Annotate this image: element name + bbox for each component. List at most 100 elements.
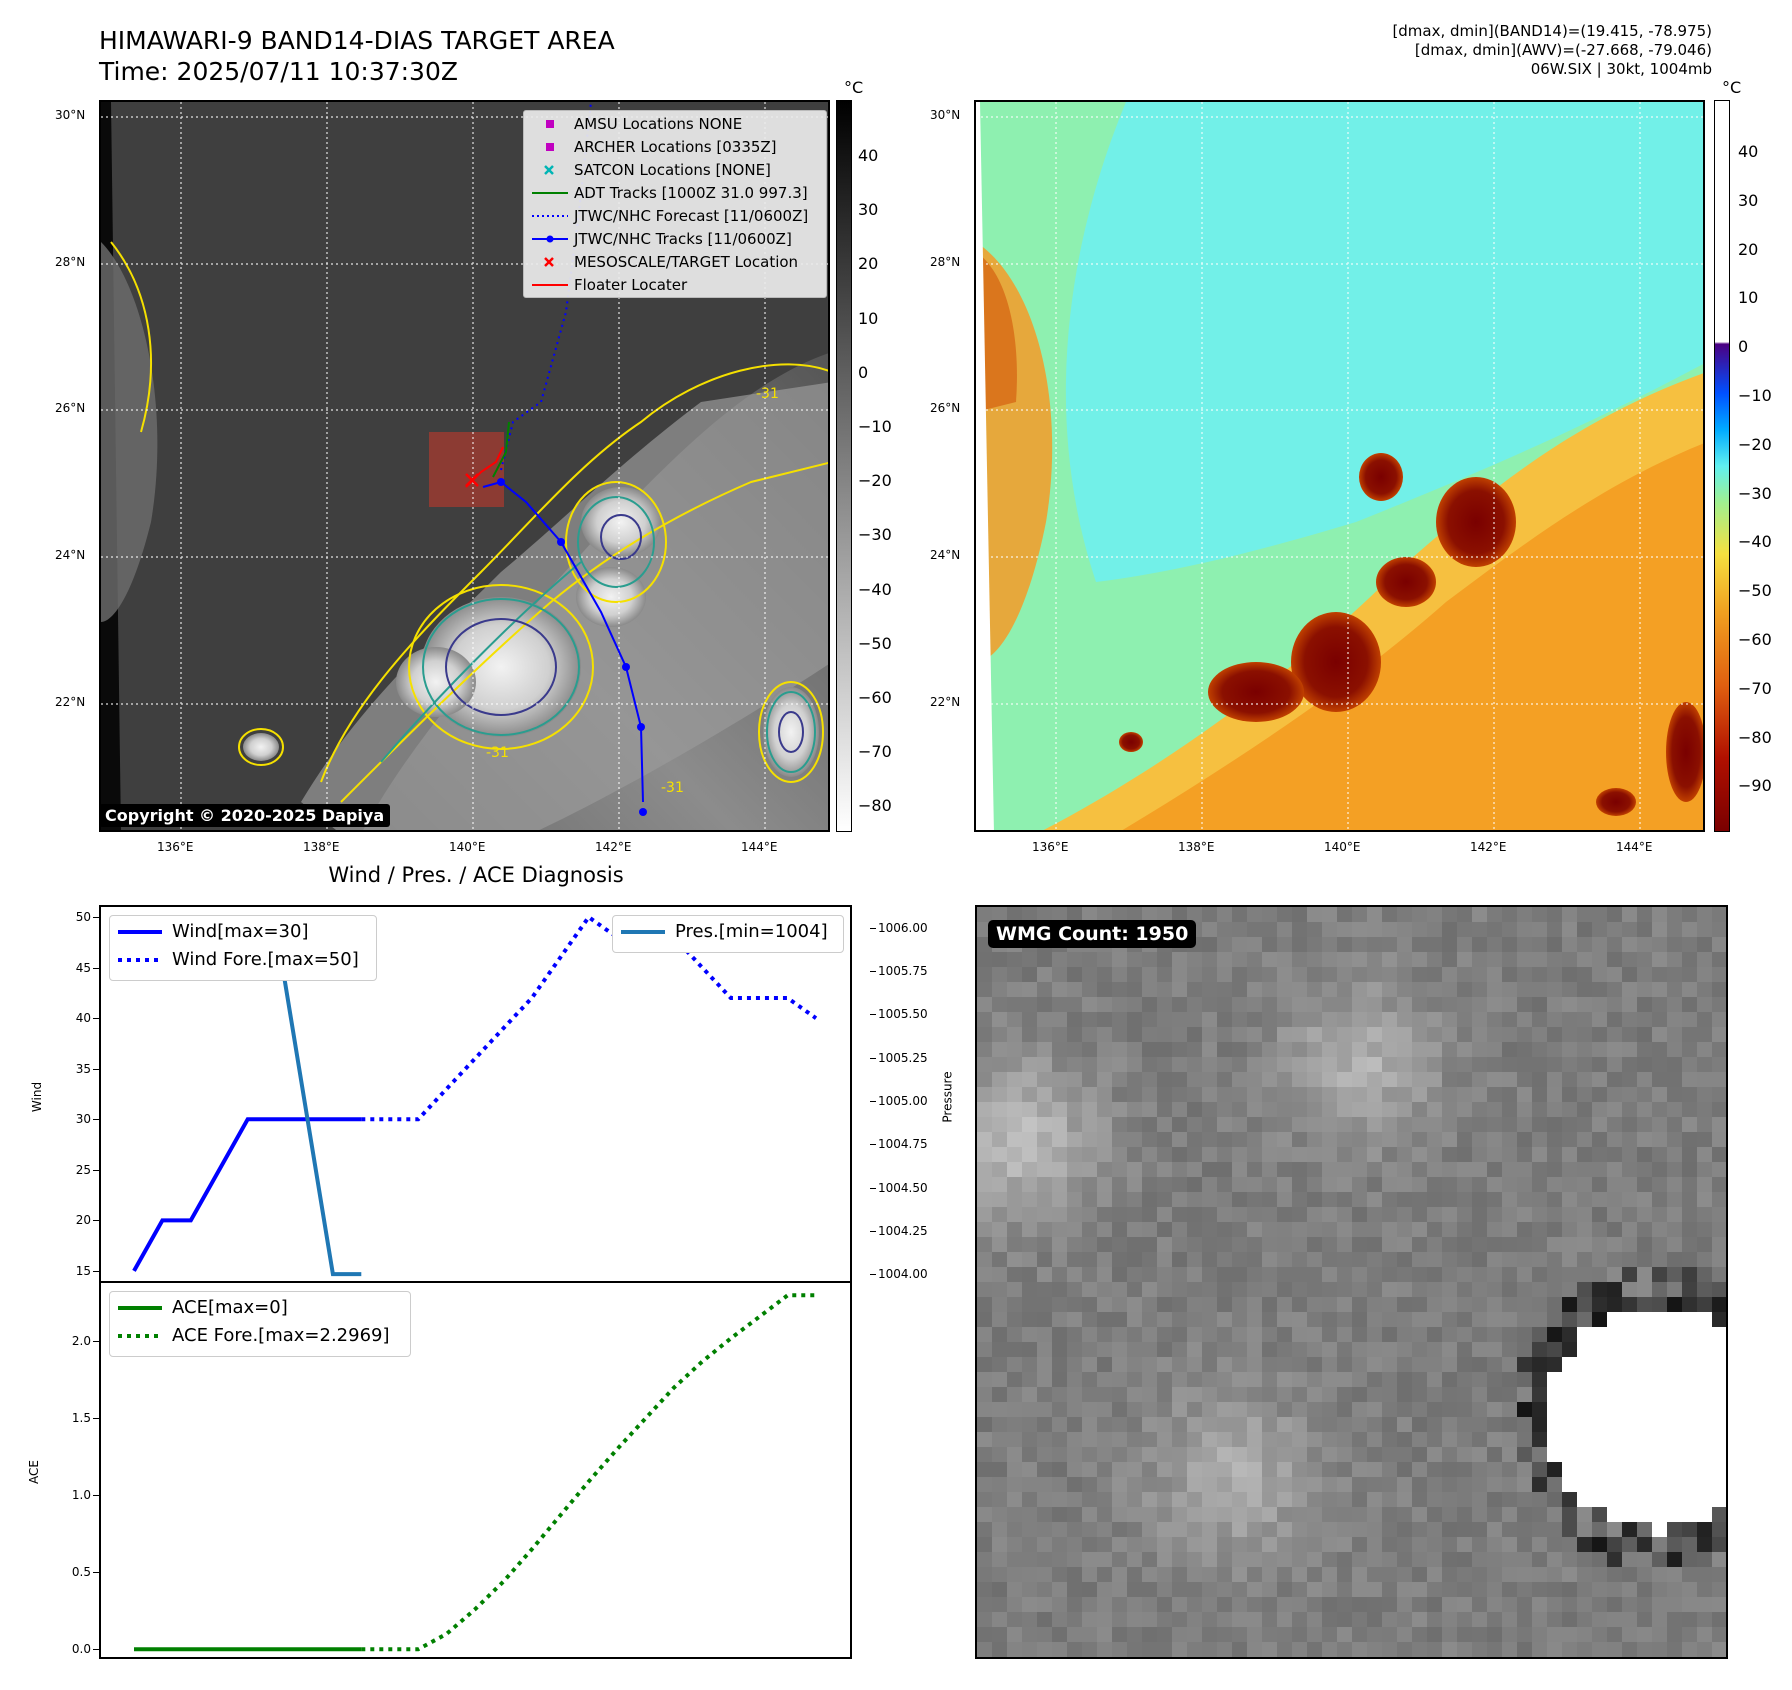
tick-mark	[93, 917, 99, 919]
wind-tick-label: 25	[75, 1162, 91, 1177]
awv-colorbar-tick: −10	[1738, 386, 1772, 405]
ir-colorbar-tick: 0	[858, 362, 869, 382]
pressure-tick-label: 1005.00	[878, 1093, 928, 1108]
lat-tick-label: 24°N	[55, 548, 86, 562]
figure-title: HIMAWARI-9 BAND14-DIAS TARGET AREA	[99, 26, 615, 55]
pressure-tick-label: 1005.25	[878, 1050, 928, 1065]
ace-legend: ACE[max=0] ACE Fore.[max=2.2969]	[109, 1291, 411, 1357]
target-location-marker	[465, 473, 479, 487]
tick-mark	[870, 1144, 876, 1146]
ir-colorbar-tick: −40	[858, 579, 892, 599]
tick-mark	[870, 927, 876, 929]
wmg-image	[977, 907, 1726, 1657]
lon-tick-label: 144°E	[1616, 840, 1653, 854]
ir-colorbar	[836, 100, 852, 832]
ace-tick-label: 2.0	[71, 1334, 91, 1349]
wind-axis-label: Wind	[30, 1081, 45, 1113]
legend-symbol	[532, 215, 568, 217]
awv-map-image	[976, 102, 1703, 830]
ir-colorbar-tick: −10	[858, 417, 892, 436]
awv-map-panel	[974, 100, 1705, 832]
lon-tick-label: 136°E	[1032, 840, 1069, 854]
legend-entry: MESOSCALE/TARGET Location	[524, 251, 826, 274]
lat-tick-label: 22°N	[930, 695, 961, 709]
wind-tick-label: 35	[75, 1061, 91, 1076]
adt-track	[492, 421, 510, 478]
wmg-panel	[975, 905, 1728, 1659]
ace-forecast-series-line	[361, 1293, 816, 1652]
legend-symbol	[544, 257, 554, 267]
legend-symbol	[544, 165, 554, 175]
legend-ace: ACE[max=0]	[172, 1297, 288, 1318]
ace-tick-label: 0.0	[71, 1642, 91, 1657]
pres-legend: Pres.[min=1004]	[612, 915, 844, 953]
wind-forecast-series-line	[361, 914, 818, 1122]
legend-label: MESOSCALE/TARGET Location	[574, 253, 799, 271]
legend-entry: Floater Locater	[524, 274, 826, 297]
awv-colorbar	[1714, 100, 1730, 832]
info-storm: 06W.SIX | 30kt, 1004mb	[1530, 60, 1712, 78]
tick-mark	[870, 1100, 876, 1102]
ace-axis-label: ACE	[26, 1460, 41, 1484]
legend-label: JTWC/NHC Forecast [11/0600Z]	[574, 207, 809, 225]
lat-tick-label: 30°N	[930, 108, 961, 122]
tick-mark	[870, 1187, 876, 1189]
lon-tick-label: 144°E	[741, 840, 778, 854]
ir-map-panel: -31 -31 -31 AMSU Locations NONE ARCHER Lo…	[99, 100, 830, 832]
legend-symbol	[532, 235, 568, 243]
legend-wind: Wind[max=30]	[172, 921, 309, 942]
legend-wind-forecast: Wind Fore.[max=50]	[172, 949, 359, 970]
tick-mark	[93, 1495, 99, 1497]
wind-tick-label: 20	[75, 1213, 91, 1228]
grid-lines	[101, 102, 828, 830]
jtwc-track	[482, 480, 644, 803]
legend-entry: AMSU Locations NONE	[524, 113, 826, 136]
awv-colorbar-unit: °C	[1722, 78, 1742, 97]
awv-colorbar-tick: −50	[1738, 581, 1772, 601]
copyright-label: Copyright © 2020-2025 Dapiya	[99, 804, 391, 827]
wind-pres-panel: Wind[max=30] Wind Fore.[max=50] Pres.[mi…	[99, 905, 852, 1283]
info-awv: [dmax, dmin](AWV)=(-27.668, -79.046)	[1414, 41, 1712, 59]
lon-tick-label: 138°E	[1178, 840, 1215, 854]
pressure-tick-label: 1004.25	[878, 1223, 928, 1238]
lat-tick-label: 30°N	[55, 108, 86, 122]
pressure-axis-label: Pressure	[940, 1071, 955, 1123]
legend-entry: JTWC/NHC Tracks [11/0600Z]	[524, 228, 826, 251]
legend-symbol	[532, 284, 568, 286]
figure-time: Time: 2025/07/11 10:37:30Z	[99, 57, 458, 86]
awv-colorbar-tick: 10	[1738, 288, 1759, 308]
tick-mark	[93, 1220, 99, 1222]
legend-label: ARCHER Locations [0335Z]	[574, 138, 777, 156]
tick-mark	[93, 967, 99, 969]
tick-mark	[93, 1119, 99, 1121]
legend-symbol	[546, 120, 554, 128]
tick-mark	[93, 1018, 99, 1020]
ir-colorbar-tick: −80	[858, 796, 892, 816]
tick-mark	[870, 971, 876, 973]
tick-mark	[93, 1169, 99, 1171]
wind-tick-label: 40	[75, 1011, 91, 1026]
tick-mark	[870, 1230, 876, 1232]
tick-mark	[93, 1572, 99, 1574]
ir-colorbar-tick: 30	[858, 200, 879, 220]
awv-colorbar-tick: −30	[1738, 483, 1772, 503]
tick-mark	[93, 1649, 99, 1651]
pressure-tick-label: 1004.50	[878, 1180, 928, 1195]
ir-colorbar-tick: 10	[858, 308, 879, 328]
legend-entry: ADT Tracks [1000Z 31.0 997.3]	[524, 182, 826, 205]
ir-colorbar-tick: −70	[858, 742, 892, 762]
wind-tick-label: 45	[75, 960, 91, 975]
wind-tick-label: 15	[75, 1263, 91, 1278]
ir-colorbar-tick: −50	[858, 633, 892, 653]
wind-tick-label: 50	[75, 910, 91, 925]
tick-mark	[93, 1341, 99, 1343]
lat-tick-label: 26°N	[55, 401, 86, 415]
awv-colorbar-tick: 30	[1738, 190, 1759, 210]
pressure-tick-label: 1005.50	[878, 1007, 928, 1022]
legend-entry: JTWC/NHC Forecast [11/0600Z]	[524, 205, 826, 228]
legend-label: AMSU Locations NONE	[574, 115, 743, 133]
awv-colorbar-tick: 20	[1738, 239, 1759, 259]
ir-colorbar-tick: −20	[858, 471, 892, 491]
wind-tick-label: 30	[75, 1112, 91, 1127]
wmg-count-label: WMG Count: 1950	[988, 920, 1197, 948]
